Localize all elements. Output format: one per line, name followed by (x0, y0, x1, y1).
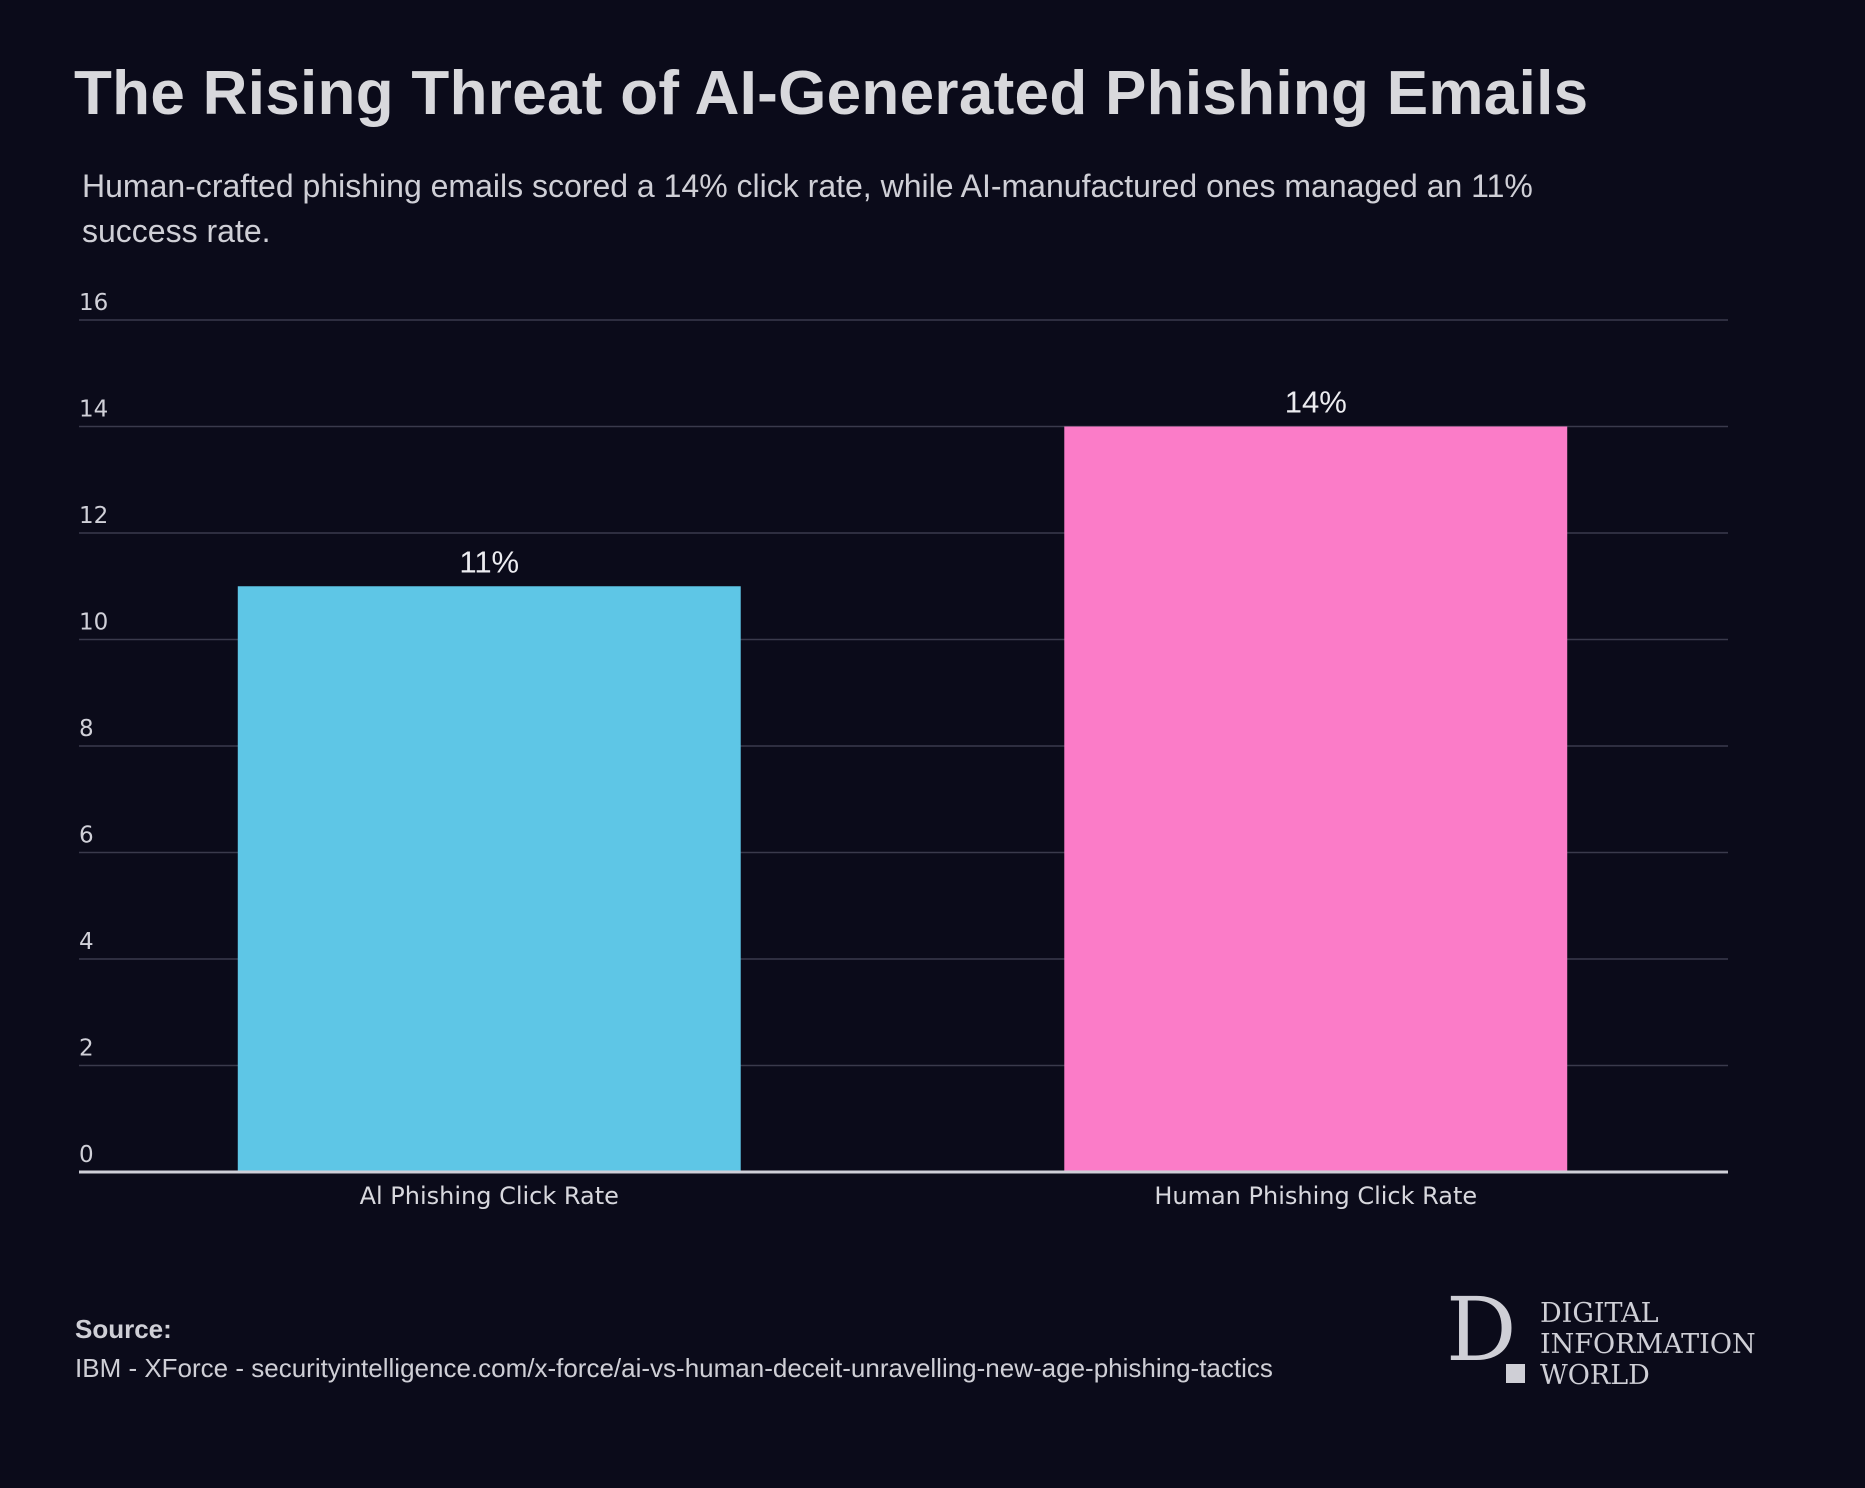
bar-chart: 0 2 4 6 8 10 12 14 16 11% 14% Al Phishing Click R… (79, 290, 1728, 1210)
chart-title: The Rising Threat of AI-Generated Phishi… (74, 59, 1589, 128)
data-label: 11% (459, 544, 519, 579)
logo-line-1: DIGITAL (1540, 1298, 1659, 1329)
y-tick-label: 12 (79, 503, 108, 529)
chart-subtitle: Human-crafted phishing emails scored a 1… (82, 168, 1533, 249)
y-tick-label: 4 (79, 929, 94, 955)
y-tick-label: 2 (79, 1036, 94, 1062)
data-label: 14% (1285, 385, 1347, 420)
source-block: Source: IBM - XForce - securityintellige… (75, 1314, 1273, 1384)
y-tick-label: 6 (79, 823, 94, 849)
logo-letter: D (1446, 1278, 1517, 1381)
x-tick-label: Human Phishing Click Rate (1154, 1182, 1477, 1210)
source-text: IBM - XForce - securityintelligence.com/… (75, 1353, 1273, 1383)
y-tick-label: 16 (79, 290, 108, 316)
logo-line-3: WORLD (1540, 1360, 1650, 1391)
bars (237, 426, 1568, 1172)
y-tick-label: 8 (79, 716, 94, 742)
y-tick-label: 0 (79, 1142, 94, 1168)
bar-1 (237, 586, 741, 1172)
logo-wordmark: DIGITAL INFORMATION WORLD (1540, 1298, 1756, 1391)
x-tick-labels: Al Phishing Click Rate Human Phishing Cli… (360, 1182, 1478, 1210)
x-tick-label: Al Phishing Click Rate (360, 1182, 619, 1210)
y-tick-label: 10 (79, 610, 108, 636)
logo-square-icon (1506, 1364, 1525, 1383)
source-label: Source: (75, 1314, 172, 1344)
logo-line-2: INFORMATION (1540, 1329, 1756, 1360)
y-tick-label: 14 (79, 397, 108, 423)
y-tick-labels: 0 2 4 6 8 10 12 14 16 (79, 290, 108, 1168)
digital-information-world-logo: D DIGITAL INFORMATION WORLD (1446, 1286, 1756, 1396)
data-labels: 11% 14% (459, 385, 1346, 580)
bar-2 (1064, 426, 1568, 1172)
